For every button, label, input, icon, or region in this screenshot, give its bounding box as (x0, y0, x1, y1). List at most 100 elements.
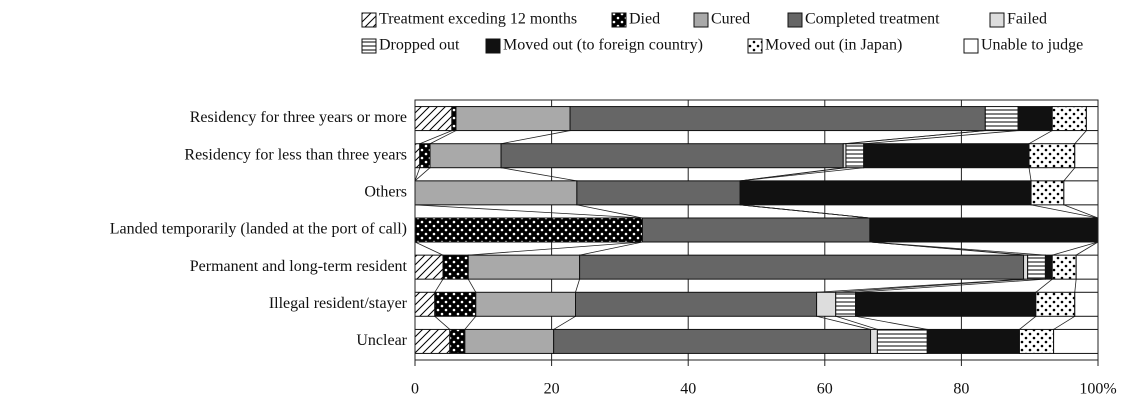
connector (414, 167, 421, 181)
legend-label: Moved out (in Japan) (765, 37, 902, 54)
connector (464, 316, 477, 330)
bar-segment (1051, 106, 1087, 132)
connector (576, 204, 643, 219)
legend-swatch (361, 12, 377, 28)
bar-segment (1018, 328, 1055, 354)
x-tick-label: 0 (411, 381, 419, 398)
bar-segment (455, 106, 571, 132)
connector (835, 278, 1028, 293)
bar-segment (449, 328, 466, 354)
legend-swatch (693, 12, 709, 28)
connector (816, 278, 1024, 293)
y-tick-label: Illegal resident/stayer (269, 295, 408, 312)
bar-segment (500, 143, 844, 169)
bar-segment (553, 328, 872, 354)
legend-label: Completed treatment (805, 11, 940, 28)
bar-segment (870, 328, 878, 354)
x-tick-label: 100% (1079, 381, 1116, 398)
bar-segment (984, 106, 1019, 132)
connector (1053, 315, 1075, 330)
legend-swatch (989, 12, 1005, 28)
connector (579, 241, 643, 256)
bar-segment (926, 328, 1020, 354)
bar-segment (414, 328, 451, 354)
connector (414, 241, 444, 256)
connector (468, 241, 643, 256)
connector (1035, 278, 1053, 293)
connector (434, 315, 451, 330)
connector (1074, 279, 1077, 293)
legend-swatch (963, 38, 979, 54)
bar-segment (1051, 254, 1077, 280)
connector (1063, 204, 1099, 219)
y-tick-label: Landed temporarily (landed at the port o… (110, 221, 407, 238)
connector (1019, 315, 1037, 330)
connector (740, 167, 864, 182)
connector (1074, 130, 1087, 144)
connector (855, 315, 928, 330)
connector (434, 278, 444, 293)
connector (500, 130, 571, 145)
bar-segment (576, 180, 741, 206)
connector (419, 130, 453, 145)
bar-segment (467, 254, 581, 280)
connector (429, 130, 457, 145)
bar-segment (1030, 180, 1065, 206)
connector (816, 315, 871, 330)
y-tick-label: Residency for less than three years (184, 146, 407, 163)
connector (414, 204, 643, 219)
bar-segment (876, 328, 928, 354)
connector (863, 130, 1019, 145)
bar-segment (1028, 143, 1076, 169)
bar-segment (1017, 106, 1053, 132)
connector (869, 241, 1046, 256)
bar-segment (414, 106, 453, 132)
bar-segment (434, 291, 477, 317)
connector (845, 130, 986, 145)
connector (467, 278, 477, 293)
x-tick-label: 80 (953, 381, 969, 398)
bar-segment (1074, 143, 1099, 169)
bar-segment (575, 291, 818, 317)
bar-segment (835, 291, 857, 317)
legend-label: Unable to judge (981, 37, 1083, 54)
bar-segment (1085, 106, 1099, 132)
bar-segment (451, 106, 457, 132)
bar-segment (816, 291, 837, 317)
bar-segment (1053, 328, 1099, 354)
bar-segment (1074, 291, 1099, 317)
connector (575, 279, 580, 293)
bar-segment (475, 291, 577, 317)
x-tick-label: 60 (817, 381, 833, 398)
bar-segment (579, 254, 1025, 280)
legend-swatch (361, 38, 377, 54)
bar-segment (419, 143, 431, 169)
connector (1030, 204, 1099, 219)
plot-frame (414, 99, 1099, 361)
y-tick-label: Residency for three years or more (190, 109, 407, 126)
connector (414, 167, 431, 182)
bar-segment (1063, 180, 1099, 206)
y-tick-label: Others (364, 184, 407, 201)
bar-segment (414, 180, 578, 206)
connector (1075, 241, 1099, 256)
bar-segment (414, 217, 643, 243)
connector (855, 278, 1046, 293)
legend-swatch (787, 12, 803, 28)
legend-label: Failed (1007, 11, 1047, 28)
bar-segment (569, 106, 986, 132)
connector (835, 315, 878, 330)
x-tick-label: 40 (680, 381, 696, 398)
legend-label: Cured (711, 11, 750, 28)
bar-segment (414, 254, 444, 280)
connector (553, 315, 576, 330)
legend-label: Moved out (to foreign country) (503, 37, 703, 54)
bar-segment (1035, 291, 1076, 317)
legend-label: Treatment exceding 12 months (379, 11, 577, 28)
legend-label: Dropped out (379, 37, 460, 54)
bar-segment (863, 143, 1030, 169)
legend-swatch (611, 12, 627, 28)
legend-swatch (485, 38, 501, 54)
connector (740, 204, 870, 219)
